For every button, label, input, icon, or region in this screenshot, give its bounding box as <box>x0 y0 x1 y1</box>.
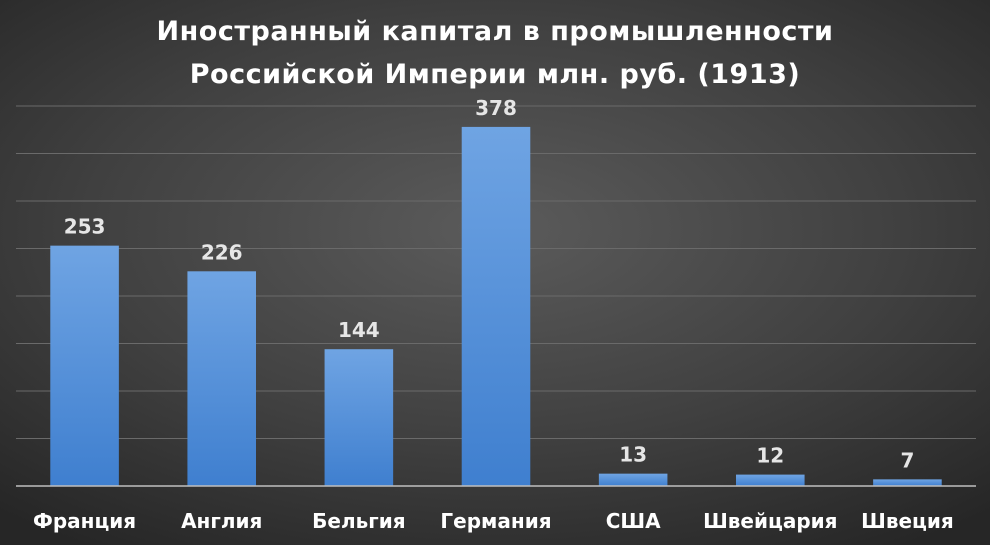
bar-7 <box>873 479 942 486</box>
chart-title-line-1: Иностранный капитал в промышленности <box>157 16 834 47</box>
category-label-3: Бельгия <box>312 509 405 533</box>
data-label-3: 144 <box>338 318 380 342</box>
bar-2 <box>187 271 256 486</box>
data-label-4: 378 <box>475 96 517 120</box>
bar-4 <box>461 126 531 487</box>
data-label-6: 12 <box>756 444 784 468</box>
bar-5 <box>598 473 668 486</box>
data-labels: 253 226 144 378 13 12 7 <box>64 96 915 472</box>
category-label-6: Швейцария <box>703 509 837 533</box>
data-label-2: 226 <box>201 240 243 264</box>
data-label-7: 7 <box>900 448 914 472</box>
category-label-7: Швеция <box>861 509 954 533</box>
bar-3 <box>324 349 394 486</box>
data-label-5: 13 <box>619 443 647 467</box>
category-label-5: США <box>606 509 661 533</box>
category-labels: Франция Англия Бельгия Германия США Швейцария… <box>33 509 954 533</box>
category-label-4: Германия <box>440 509 551 533</box>
chart-title-line-2: Российской Империи млн. руб. (1913) <box>190 59 801 90</box>
category-label-2: Англия <box>181 509 262 533</box>
bar-6 <box>736 474 805 486</box>
bar-1 <box>50 245 119 486</box>
data-label-1: 253 <box>64 215 106 239</box>
bars <box>50 126 942 487</box>
category-label-1: Франция <box>33 509 136 533</box>
